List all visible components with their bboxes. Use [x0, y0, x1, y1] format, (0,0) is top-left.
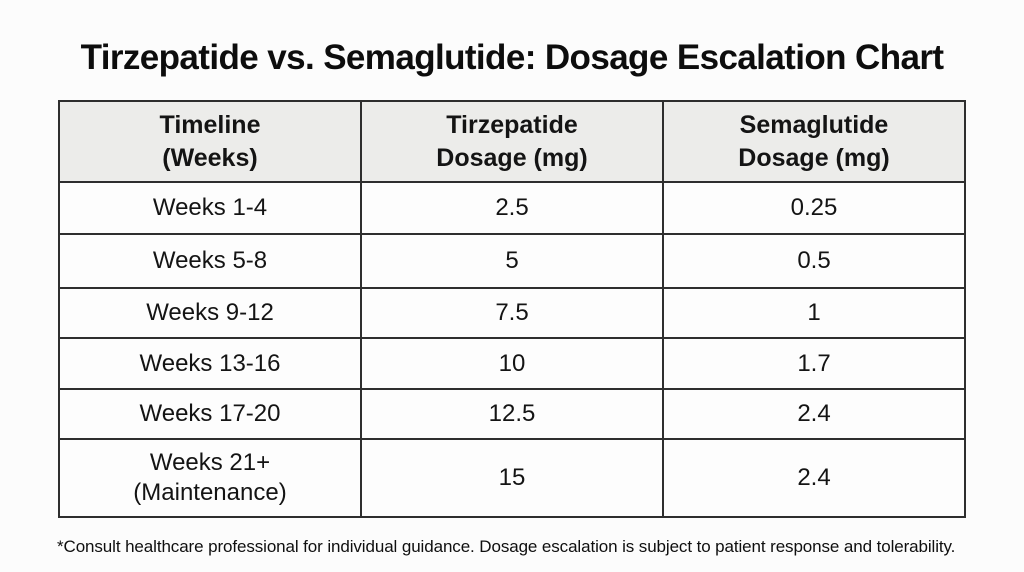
page-title: Tirzepatide vs. Semaglutide: Dosage Esca… [80, 38, 944, 77]
table-row: Weeks 17-20 12.5 2.4 [58, 388, 966, 440]
table-header-row: Timeline (Weeks) Tirzepatide Dosage (mg)… [58, 100, 966, 183]
header-cell-timeline: Timeline (Weeks) [58, 100, 362, 183]
cell-semaglutide: 1 [662, 287, 966, 339]
cell-timeline: Weeks 17-20 [58, 388, 362, 440]
header-cell-semaglutide: Semaglutide Dosage (mg) [662, 100, 966, 183]
cell-tirzepatide: 10 [360, 337, 664, 390]
cell-tirzepatide: 7.5 [360, 287, 664, 339]
cell-timeline: Weeks 13-16 [58, 337, 362, 390]
cell-tirzepatide: 2.5 [360, 181, 664, 235]
table-row: Weeks 21+ (Maintenance) 15 2.4 [58, 438, 966, 518]
cell-semaglutide: 0.5 [662, 233, 966, 289]
cell-semaglutide: 2.4 [662, 438, 966, 518]
cell-semaglutide: 1.7 [662, 337, 966, 390]
cell-tirzepatide: 5 [360, 233, 664, 289]
dosage-table: Timeline (Weeks) Tirzepatide Dosage (mg)… [58, 100, 966, 518]
cell-tirzepatide: 12.5 [360, 388, 664, 440]
header-cell-tirzepatide: Tirzepatide Dosage (mg) [360, 100, 664, 183]
table-row: Weeks 13-16 10 1.7 [58, 337, 966, 390]
cell-semaglutide: 0.25 [662, 181, 966, 235]
cell-tirzepatide: 15 [360, 438, 664, 518]
cell-timeline: Weeks 1-4 [58, 181, 362, 235]
cell-timeline: Weeks 21+ (Maintenance) [58, 438, 362, 518]
table-row: Weeks 9-12 7.5 1 [58, 287, 966, 339]
cell-semaglutide: 2.4 [662, 388, 966, 440]
disclaimer-footnote: *Consult healthcare professional for ind… [57, 537, 956, 556]
cell-timeline: Weeks 9-12 [58, 287, 362, 339]
table-row: Weeks 1-4 2.5 0.25 [58, 181, 966, 235]
table-row: Weeks 5-8 5 0.5 [58, 233, 966, 289]
cell-timeline: Weeks 5-8 [58, 233, 362, 289]
